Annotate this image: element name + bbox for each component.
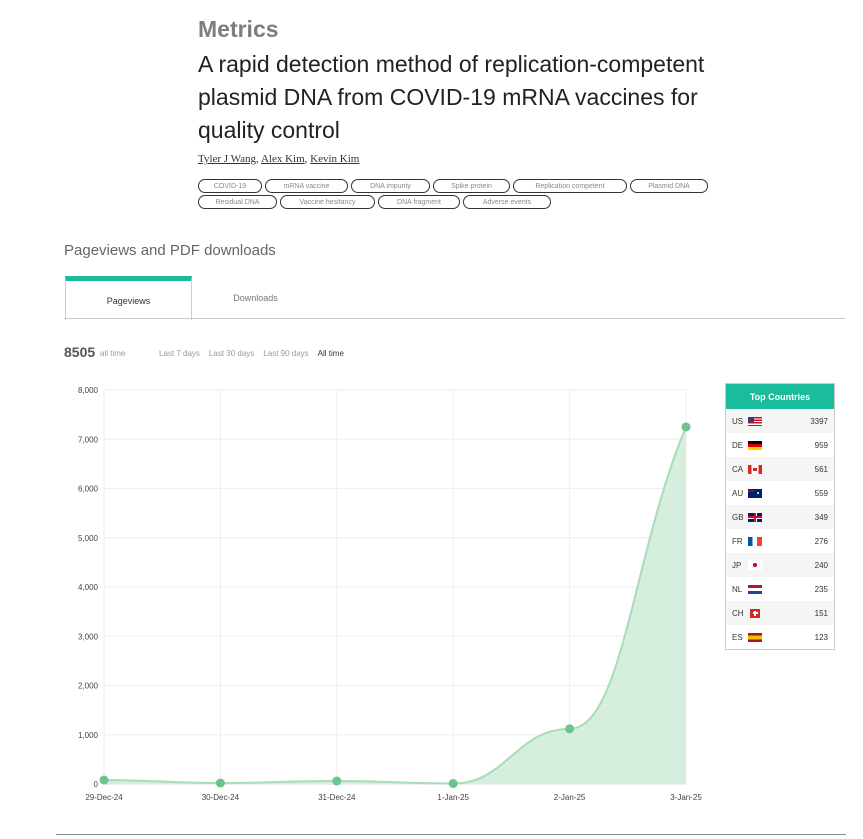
section-label: Metrics	[198, 16, 279, 42]
top-countries-table: Top Countries US 3397 DE 959 CA 561 AU 559 GB 349…	[725, 383, 835, 650]
filter-all-time[interactable]: All time	[317, 349, 344, 358]
country-count: 276	[814, 536, 828, 546]
bottom-divider	[56, 834, 846, 835]
tab-downloads[interactable]: Downloads	[233, 292, 278, 303]
flag-us-icon	[748, 416, 762, 426]
y-tick-label: 8,000	[78, 386, 99, 395]
y-tick-label: 1,000	[78, 731, 99, 740]
y-tick-label: 6,000	[78, 485, 99, 494]
flag-ch-icon	[748, 608, 762, 618]
keyword-tag[interactable]: Spike protein	[433, 179, 510, 193]
author-link[interactable]: Tyler J Wang	[198, 153, 257, 165]
y-tick-label: 2,000	[78, 682, 99, 691]
author-link[interactable]: Kevin Kim	[310, 153, 360, 165]
total-suffix: all time	[100, 349, 126, 358]
flag-es-icon	[748, 632, 762, 642]
tab-pageviews[interactable]: Pageviews	[65, 276, 192, 320]
country-row-nl: NL 235	[726, 577, 834, 601]
y-tick-label: 7,000	[78, 435, 99, 444]
metrics-heading: Pageviews and PDF downloads	[64, 242, 276, 259]
keyword-tag[interactable]: DNA impurity	[351, 179, 430, 193]
flag-jp-icon	[748, 560, 762, 570]
filter-last-30-days[interactable]: Last 30 days	[208, 349, 255, 358]
country-count: 959	[814, 440, 828, 450]
country-code: DE	[732, 440, 744, 450]
country-count: 151	[814, 608, 828, 618]
country-row-fr: FR 276	[726, 529, 834, 553]
keyword-tag[interactable]: Vaccine hesitancy	[280, 195, 375, 209]
flag-nl-icon	[748, 584, 762, 594]
y-tick-label: 3,000	[78, 632, 99, 641]
x-tick-label: 29-Dec-24	[85, 793, 123, 802]
country-count: 235	[814, 584, 828, 594]
country-code: CA	[732, 464, 744, 474]
country-count: 561	[814, 464, 828, 474]
x-tick-label: 3-Jan-25	[670, 793, 702, 802]
country-code: AU	[732, 488, 744, 498]
country-row-de: DE 959	[726, 433, 834, 457]
country-count: 240	[814, 560, 828, 570]
keyword-tag[interactable]: Adverse events	[463, 195, 551, 209]
total-count: 8505	[64, 344, 96, 360]
country-row-es: ES 123	[726, 625, 834, 649]
country-code: FR	[732, 536, 743, 546]
data-point-2-jan-25	[565, 724, 575, 734]
data-point-3-jan-25	[681, 422, 691, 432]
pageviews-chart: 0 1,000 2,000 3,000 4,000 5,000 6,000 7,000 8,00…	[78, 386, 702, 802]
country-count: 123	[814, 632, 828, 642]
filter-last-90-days[interactable]: Last 90 days	[263, 349, 309, 358]
keyword-tag[interactable]: Replication competent	[513, 179, 627, 193]
country-count: 3397	[810, 416, 828, 426]
paper-title: A rapid detection method of replication-…	[198, 51, 705, 143]
country-row-ch: CH 151	[726, 601, 834, 625]
flag-de-icon	[748, 440, 762, 450]
flag-fr-icon	[748, 536, 762, 546]
data-point-30-dec-24	[215, 778, 225, 788]
data-point-29-dec-24	[99, 775, 109, 785]
keyword-tag[interactable]: Residual DNA	[198, 195, 277, 209]
country-row-jp: JP 240	[726, 553, 834, 577]
country-count: 349	[814, 512, 828, 522]
data-point-1-jan-25	[448, 779, 458, 789]
time-filters: Last 7 days Last 30 days Last 90 days All t…	[159, 349, 344, 358]
country-code: CH	[732, 608, 744, 618]
country-code: US	[732, 416, 744, 426]
flag-gb-icon	[748, 512, 762, 522]
country-count: 559	[814, 488, 828, 498]
country-row-ca: CA 561	[726, 457, 834, 481]
x-tick-label: 2-Jan-25	[554, 793, 586, 802]
country-row-us: US 3397	[726, 409, 834, 433]
flag-au-icon	[748, 488, 762, 498]
flag-ca-icon	[748, 464, 762, 474]
filter-last-7-days[interactable]: Last 7 days	[159, 349, 200, 358]
y-tick-label: 4,000	[78, 583, 99, 592]
data-point-31-dec-24	[332, 776, 342, 786]
country-row-au: AU 559	[726, 481, 834, 505]
x-tick-label: 31-Dec-24	[318, 793, 356, 802]
x-tick-label: 1-Jan-25	[437, 793, 469, 802]
keyword-tag[interactable]: mRNA vaccine	[265, 179, 348, 193]
tabs-divider	[64, 318, 845, 319]
keyword-tag[interactable]: COVID-19	[198, 179, 262, 193]
country-code: ES	[732, 632, 743, 642]
author-link[interactable]: Alex Kim	[260, 153, 305, 165]
top-countries-title: Top Countries	[726, 384, 834, 409]
author-list: Tyler J Wang, Alex Kim, Kevin Kim	[198, 153, 360, 165]
country-code: JP	[732, 560, 742, 570]
keyword-tag[interactable]: DNA fragment	[378, 195, 460, 209]
y-tick-label: 0	[94, 780, 99, 789]
y-tick-label: 5,000	[78, 534, 99, 543]
country-code: NL	[732, 584, 743, 594]
x-tick-label: 30-Dec-24	[202, 793, 240, 802]
country-row-gb: GB 349	[726, 505, 834, 529]
series-area	[104, 426, 686, 784]
country-code: GB	[732, 512, 744, 522]
keyword-tag[interactable]: Plasmid DNA	[630, 179, 708, 193]
keyword-tags: COVID-19 mRNA vaccine DNA impurity Spike pr…	[198, 179, 728, 209]
